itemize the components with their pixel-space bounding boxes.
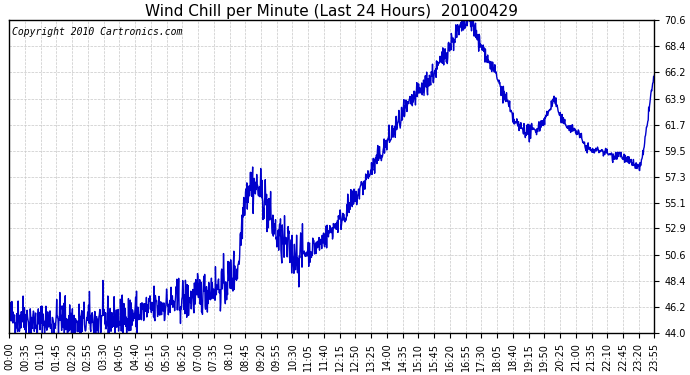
Text: Copyright 2010 Cartronics.com: Copyright 2010 Cartronics.com <box>12 27 183 37</box>
Title: Wind Chill per Minute (Last 24 Hours)  20100429: Wind Chill per Minute (Last 24 Hours) 20… <box>146 4 518 19</box>
